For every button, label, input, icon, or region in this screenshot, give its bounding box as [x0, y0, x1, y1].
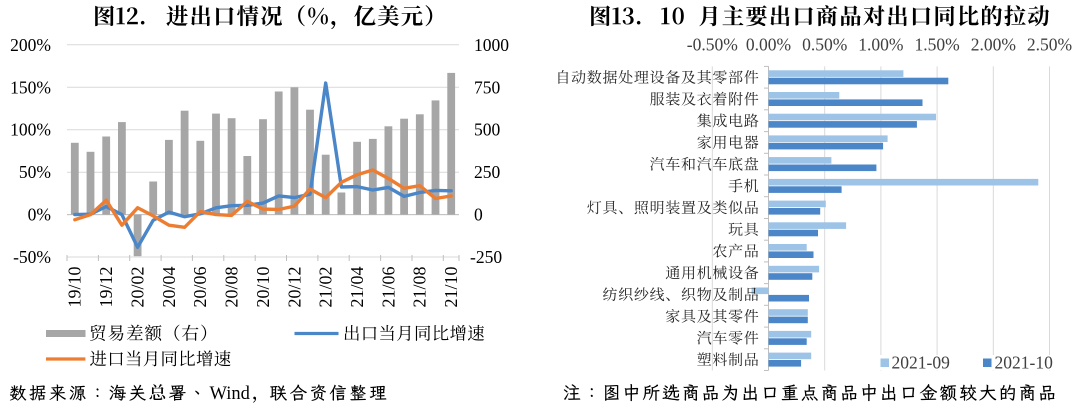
svg-text:20/08: 20/08	[222, 266, 242, 307]
svg-text:50%: 50%	[19, 162, 51, 182]
svg-text:Wind: Wind	[210, 384, 251, 404]
svg-text:-250: -250	[470, 247, 502, 267]
svg-text:19/12: 19/12	[96, 266, 116, 307]
svg-text:0.50%: 0.50%	[802, 35, 847, 55]
svg-text:21/08: 21/08	[410, 266, 430, 307]
svg-text:21/04: 21/04	[347, 266, 367, 307]
svg-text:2021-10: 2021-10	[995, 353, 1054, 373]
svg-text:500: 500	[474, 120, 501, 140]
svg-text:0.00%: 0.00%	[746, 35, 791, 55]
svg-text:150%: 150%	[10, 77, 51, 97]
svg-text:100%: 100%	[10, 120, 51, 140]
svg-text:20/02: 20/02	[128, 266, 148, 307]
svg-text:250: 250	[474, 162, 501, 182]
svg-text:20/04: 20/04	[159, 266, 179, 307]
svg-text:20/12: 20/12	[284, 266, 304, 307]
svg-text:200%: 200%	[10, 35, 51, 55]
svg-text:-0.50%: -0.50%	[687, 35, 738, 55]
svg-text:0%: 0%	[28, 205, 51, 225]
svg-text:1000: 1000	[474, 35, 509, 55]
svg-text:1.00%: 1.00%	[858, 35, 903, 55]
svg-text:21/10: 21/10	[441, 266, 461, 307]
svg-text:19/10: 19/10	[65, 266, 85, 307]
svg-text:20/10: 20/10	[253, 266, 273, 307]
svg-text:2021-09: 2021-09	[892, 353, 951, 373]
svg-text:21/06: 21/06	[378, 266, 398, 307]
svg-text:2.50%: 2.50%	[1027, 35, 1072, 55]
svg-text:-50%: -50%	[13, 247, 51, 267]
svg-text:20/06: 20/06	[190, 266, 210, 307]
svg-text:21/02: 21/02	[316, 266, 336, 307]
svg-text:2.00%: 2.00%	[971, 35, 1016, 55]
svg-text:1.50%: 1.50%	[914, 35, 959, 55]
svg-text:750: 750	[474, 77, 501, 97]
svg-text:0: 0	[474, 205, 483, 225]
